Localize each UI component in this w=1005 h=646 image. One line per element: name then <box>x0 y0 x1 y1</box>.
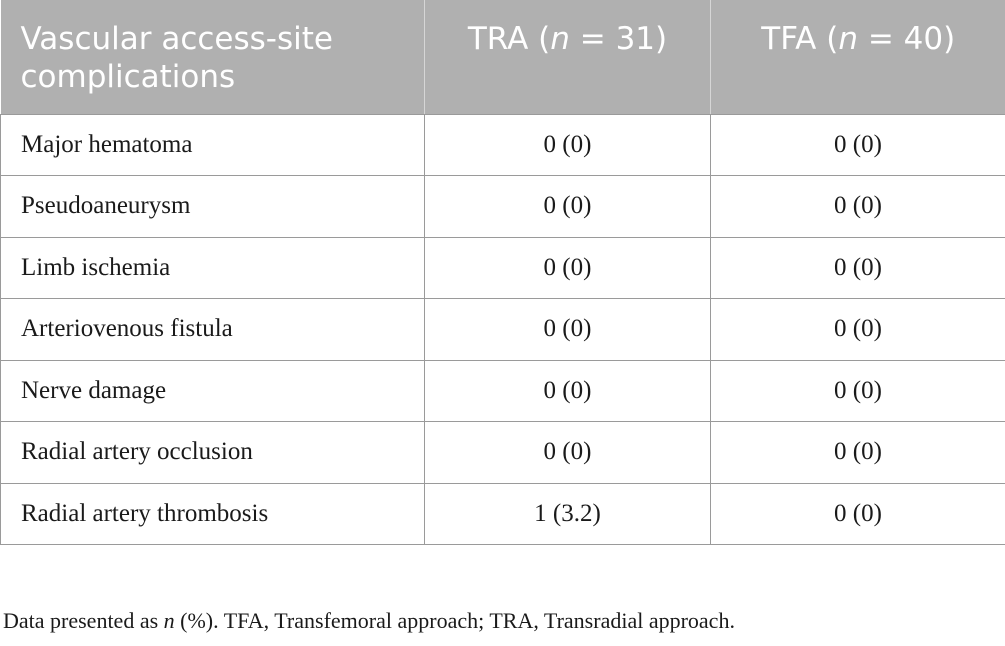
table-row: Radial artery occlusion 0 (0) 0 (0) <box>0 421 1005 483</box>
row-tra-value: 0 (0) <box>424 298 711 360</box>
row-label: Radial artery occlusion <box>0 421 425 483</box>
row-tfa-value: 0 (0) <box>710 113 1005 176</box>
row-tra-value: 0 (0) <box>424 421 711 483</box>
row-tfa-value: 0 (0) <box>710 421 1005 483</box>
row-label: Arteriovenous fistula <box>0 298 425 360</box>
table-body: Major hematoma 0 (0) 0 (0) Pseudoaneurys… <box>0 113 1005 545</box>
row-label: Limb ischemia <box>0 236 425 299</box>
footnote-prefix: Data presented as <box>3 608 164 633</box>
row-tfa-value: 0 (0) <box>710 359 1005 422</box>
table-header: Vascular access-site complications TRA (… <box>0 0 1005 115</box>
complications-table: Vascular access-site complications TRA (… <box>0 0 1005 545</box>
header-tra-n: n <box>550 21 570 57</box>
row-tfa-value: 0 (0) <box>710 175 1005 237</box>
header-tfa-prefix: TFA ( <box>761 21 839 57</box>
row-tra-value: 0 (0) <box>424 175 711 237</box>
header-tfa-n: n <box>838 21 858 57</box>
row-tra-value: 0 (0) <box>424 359 711 422</box>
table-row: Radial artery thrombosis 1 (3.2) 0 (0) <box>0 482 1005 545</box>
header-complications-text: Vascular access-site complications <box>20 21 333 95</box>
table-row: Nerve damage 0 (0) 0 (0) <box>0 359 1005 422</box>
row-tfa-value: 0 (0) <box>710 482 1005 545</box>
header-row: Vascular access-site complications TRA (… <box>0 0 1005 115</box>
header-tfa: TFA (n = 40) <box>710 0 1005 115</box>
row-label: Radial artery thrombosis <box>0 482 425 545</box>
footnote-n: n <box>163 608 175 633</box>
table-row: Limb ischemia 0 (0) 0 (0) <box>0 236 1005 299</box>
table-row: Major hematoma 0 (0) 0 (0) <box>0 113 1005 176</box>
header-tra-suffix: = 31) <box>569 21 668 57</box>
row-tra-value: 0 (0) <box>424 113 711 176</box>
header-complications: Vascular access-site complications <box>0 0 425 115</box>
table-row: Arteriovenous fistula 0 (0) 0 (0) <box>0 298 1005 360</box>
table-footnote: Data presented as n (%). TFA, Transfemor… <box>3 608 735 634</box>
row-tra-value: 1 (3.2) <box>424 482 711 545</box>
header-tra-prefix: TRA ( <box>467 21 551 57</box>
row-tra-value: 0 (0) <box>424 236 711 299</box>
header-tra: TRA (n = 31) <box>424 0 711 115</box>
table-row: Pseudoaneurysm 0 (0) 0 (0) <box>0 175 1005 237</box>
row-tfa-value: 0 (0) <box>710 298 1005 360</box>
row-label: Nerve damage <box>0 359 425 422</box>
header-tfa-suffix: = 40) <box>858 21 956 57</box>
footnote-suffix: (%). TFA, Transfemoral approach; TRA, Tr… <box>174 608 735 633</box>
row-tfa-value: 0 (0) <box>710 236 1005 299</box>
row-label: Pseudoaneurysm <box>0 175 425 237</box>
row-label: Major hematoma <box>0 113 425 176</box>
